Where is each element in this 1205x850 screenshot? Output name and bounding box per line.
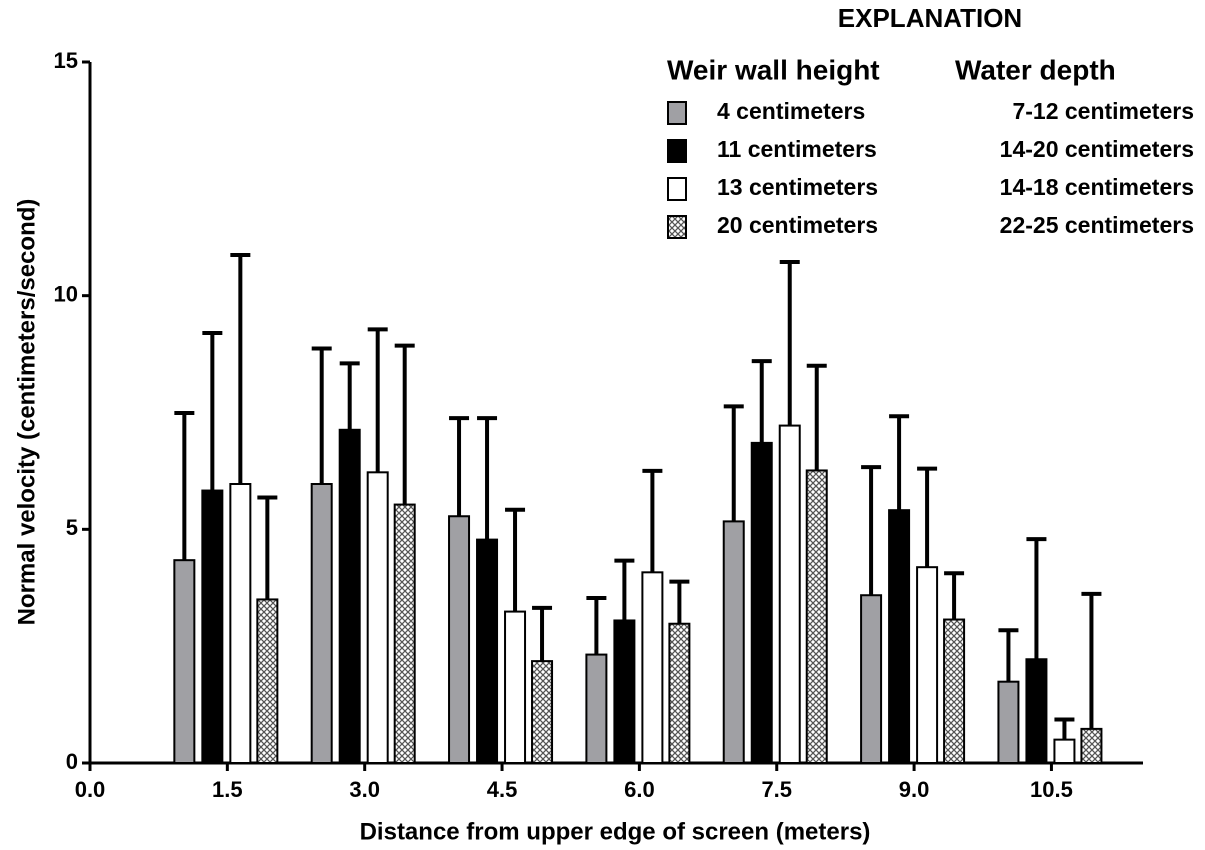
- legend-label: 13 centimeters: [717, 174, 878, 200]
- bar: [1080, 727, 1103, 764]
- legend-header: Weir wall height: [667, 54, 880, 85]
- bar: [997, 680, 1020, 765]
- bar: [778, 424, 801, 764]
- legend-label: 20 centimeters: [717, 212, 878, 238]
- bar: [201, 489, 224, 764]
- legend-swatch: [667, 177, 687, 201]
- x-tick-label: 6.0: [624, 777, 655, 802]
- bar: [641, 571, 664, 764]
- bar: [888, 509, 911, 764]
- x-tick-label: 10.5: [1030, 777, 1073, 802]
- bar: [668, 622, 691, 765]
- bar: [256, 598, 279, 765]
- legend-label: 4 centimeters: [717, 98, 865, 124]
- x-tick-label: 7.5: [761, 777, 792, 802]
- x-tick-label: 4.5: [487, 777, 518, 802]
- bar: [722, 520, 745, 764]
- bar: [310, 483, 333, 764]
- x-axis-title: Distance from upper edge of screen (mete…: [360, 818, 871, 845]
- x-tick-label: 1.5: [212, 777, 243, 802]
- y-tick-label: 5: [66, 515, 78, 540]
- x-tick-label: 0.0: [75, 777, 106, 802]
- bar: [393, 503, 416, 764]
- legend-label: 11 centimeters: [717, 136, 877, 162]
- legend-depth: 22-25 centimeters: [1000, 212, 1194, 238]
- x-tick-label: 3.0: [349, 777, 380, 802]
- bar: [1025, 658, 1048, 765]
- legend-title: EXPLANATION: [838, 3, 1022, 33]
- legend-depth: 14-18 centimeters: [1000, 174, 1194, 200]
- bar: [531, 660, 554, 765]
- bar: [805, 469, 828, 764]
- bar: [943, 618, 966, 765]
- legend-swatch: [667, 215, 687, 239]
- bar: [448, 515, 471, 764]
- legend-swatch: [667, 101, 687, 125]
- bar: [613, 619, 636, 764]
- bar: [476, 538, 499, 765]
- bar: [1053, 738, 1076, 765]
- y-tick-label: 10: [54, 281, 78, 306]
- legend-swatch: [667, 139, 687, 163]
- bar: [585, 653, 608, 765]
- legend-depth: 14-20 centimeters: [1000, 136, 1194, 162]
- legend-header: Water depth: [955, 54, 1116, 85]
- y-axis-title: Normal velocity (centimeters/second): [13, 199, 40, 626]
- bar: [860, 594, 883, 765]
- bar: [366, 471, 389, 764]
- bar: [338, 428, 361, 764]
- bar: [504, 610, 527, 764]
- bar: [916, 566, 939, 764]
- y-tick-label: 0: [66, 749, 78, 774]
- bar: [750, 441, 773, 764]
- x-tick-label: 9.0: [899, 777, 930, 802]
- bar: [229, 483, 252, 764]
- legend-depth: 7-12 centimeters: [1012, 98, 1194, 124]
- y-tick-label: 15: [54, 48, 78, 73]
- bar: [173, 559, 196, 764]
